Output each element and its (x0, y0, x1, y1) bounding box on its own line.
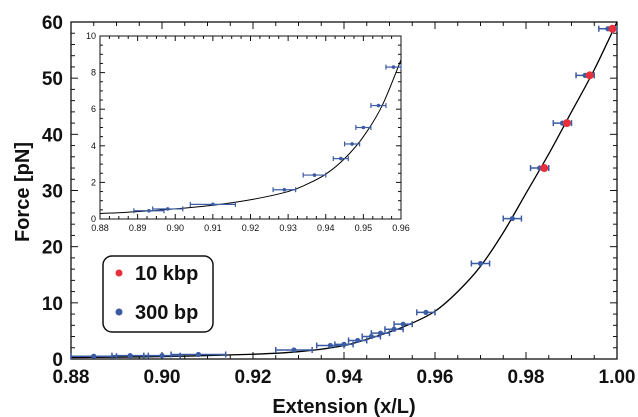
inset-y-ticks: 0 2 4 6 8 10 (86, 31, 401, 224)
x-tick-label: 0.93 (279, 223, 297, 233)
x-tick-label: 0.92 (242, 223, 260, 233)
point-300bp (282, 187, 287, 192)
point-300bp (312, 173, 317, 177)
x-tick-label: 0.91 (204, 223, 222, 233)
x-tick-label: 0.92 (235, 367, 272, 388)
point-300bp (400, 321, 406, 327)
legend: 10 kbp 300 bp (102, 255, 214, 333)
y-tick-label: 2 (91, 177, 96, 187)
point-300bp (195, 351, 201, 358)
point-300bp (127, 353, 133, 359)
x-tick-label: 0.94 (326, 367, 363, 388)
y-axis-label: Force [pN] (12, 142, 34, 242)
x-tick-label: 0.98 (508, 367, 545, 388)
inset-plot-frame (99, 35, 402, 220)
main-data-points (70, 24, 618, 360)
inset-data-points (133, 64, 402, 214)
y-tick-label: 40 (42, 125, 63, 146)
x-tick-label: 0.90 (166, 223, 184, 233)
point-300bp (376, 103, 381, 108)
y-tick-label: 10 (42, 294, 63, 315)
main-fit-curve (70, 21, 618, 359)
x-tick-label: 0.88 (53, 367, 90, 388)
point-300bp (339, 156, 343, 161)
y-tick-label: 10 (86, 31, 96, 41)
point-300bp (391, 65, 396, 69)
point-300bp (91, 353, 97, 359)
x-tick-label: 0.90 (144, 367, 181, 388)
point-300bp (391, 326, 397, 332)
point-10kbp (585, 71, 594, 80)
legend-label-10kbp: 10 kbp (135, 263, 198, 285)
point-300bp (291, 347, 297, 353)
point-300bp (327, 342, 333, 349)
legend-marker-10kbp (115, 269, 123, 277)
point-300bp (341, 341, 347, 347)
legend-label-300bp: 300 bp (135, 302, 198, 324)
point-300bp (423, 309, 429, 315)
point-300bp (361, 125, 366, 130)
x-tick-label: 0.88 (91, 223, 109, 233)
point-300bp (355, 337, 361, 344)
main-x-ticks: 0.88 0.90 0.92 0.94 0.96 0.98 1.00 (53, 22, 636, 388)
point-300bp (350, 142, 354, 146)
point-10kbp (562, 119, 571, 128)
legend-marker-300bp (115, 308, 123, 316)
x-axis-label: Extension (x/L) (272, 396, 415, 417)
x-tick-label: 0.89 (129, 223, 147, 233)
y-tick-label: 0 (52, 350, 63, 371)
y-tick-label: 6 (91, 104, 96, 114)
x-tick-label: 0.94 (317, 223, 335, 233)
point-10kbp (608, 24, 617, 33)
point-300bp (159, 353, 165, 359)
y-tick-label: 8 (91, 68, 96, 78)
point-300bp (165, 207, 170, 211)
y-tick-label: 4 (91, 141, 96, 151)
y-tick-label: 50 (42, 69, 63, 90)
x-tick-label: 0.96 (417, 367, 454, 388)
point-300bp (377, 330, 383, 336)
point-300bp (477, 260, 484, 267)
point-300bp (509, 215, 515, 222)
inset-x-ticks: 0.88 0.89 0.90 0.91 0.92 0.93 0.94 0.95 0.96 (91, 36, 410, 233)
x-tick-label: 0.96 (392, 223, 410, 233)
x-tick-label: 1.00 (599, 367, 636, 388)
point-10kbp (540, 164, 549, 173)
y-tick-label: 30 (42, 182, 63, 203)
y-tick-label: 60 (42, 13, 63, 34)
point-300bp (211, 202, 215, 207)
legend-box (102, 255, 214, 333)
point-300bp (147, 208, 151, 213)
y-tick-label: 20 (42, 238, 63, 259)
y-tick-label: 0 (91, 214, 96, 224)
inset-plot: 0 2 4 6 8 10 0.88 0.89 0.90 0.91 0.92 0.93 0.94 0.95… (86, 31, 410, 233)
x-tick-label: 0.95 (355, 223, 373, 233)
point-300bp (368, 333, 374, 340)
